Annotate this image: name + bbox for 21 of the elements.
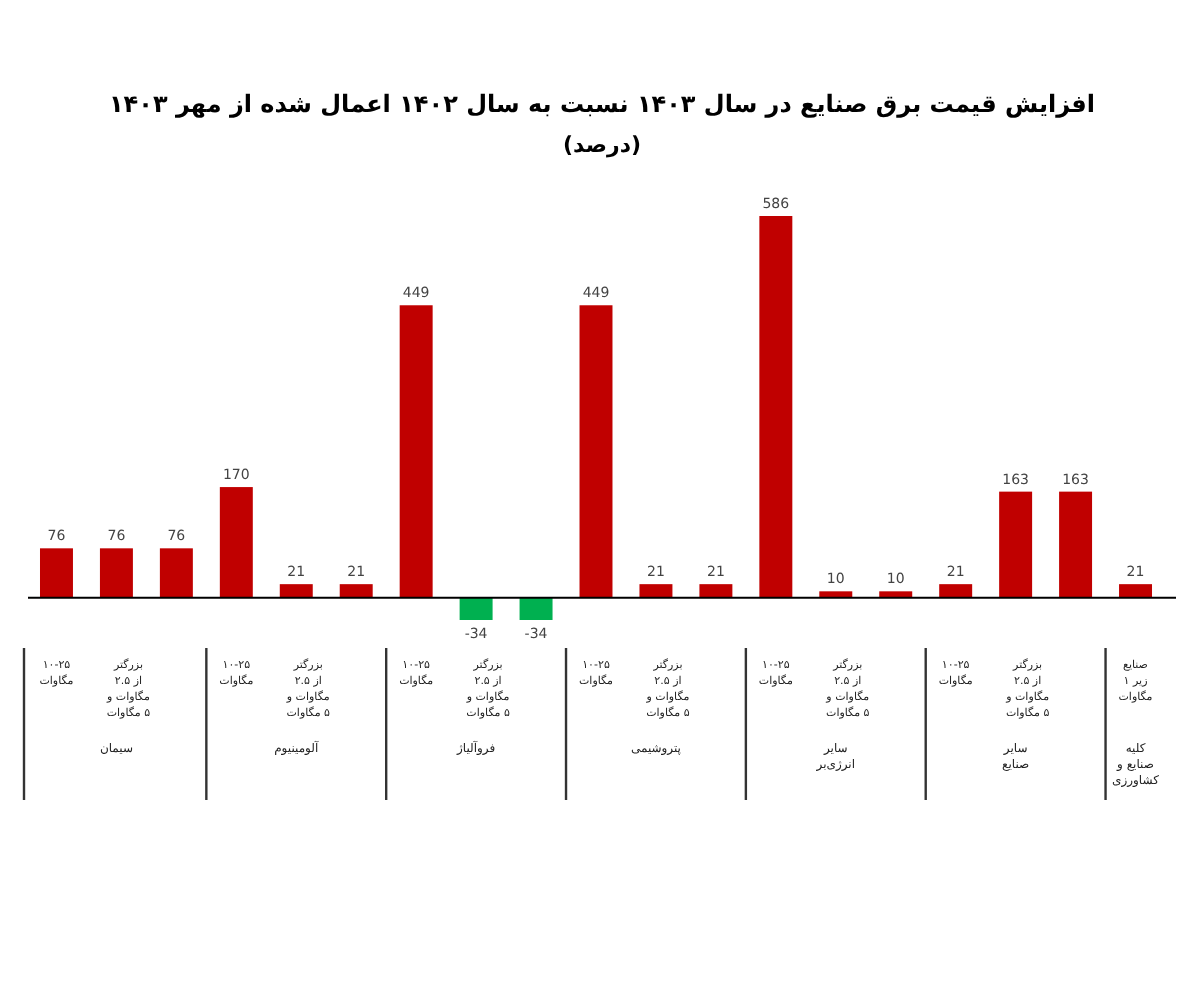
bar [459, 597, 493, 620]
bar [1119, 584, 1153, 598]
bar [939, 584, 973, 598]
chart-subtitle: (درصد) [562, 132, 642, 158]
bar [1059, 491, 1093, 598]
bar [159, 548, 193, 598]
bar [519, 597, 553, 620]
bar [39, 548, 73, 598]
bar [399, 305, 433, 598]
bar [819, 591, 853, 598]
bar [99, 548, 133, 598]
bar [699, 584, 733, 598]
bar [279, 584, 313, 598]
bar [879, 591, 913, 598]
bar [639, 584, 673, 598]
bar [219, 487, 253, 598]
bar [579, 305, 613, 598]
bar [759, 216, 793, 598]
chart-title: افزایش قیمت برق صنایع در سال ۱۴۰۳ نسبت به سال ۱۴۰۲ اعمال شده از مهر ۱۴۰۳ [108, 90, 1096, 118]
bar [999, 491, 1033, 598]
bar [339, 584, 373, 598]
